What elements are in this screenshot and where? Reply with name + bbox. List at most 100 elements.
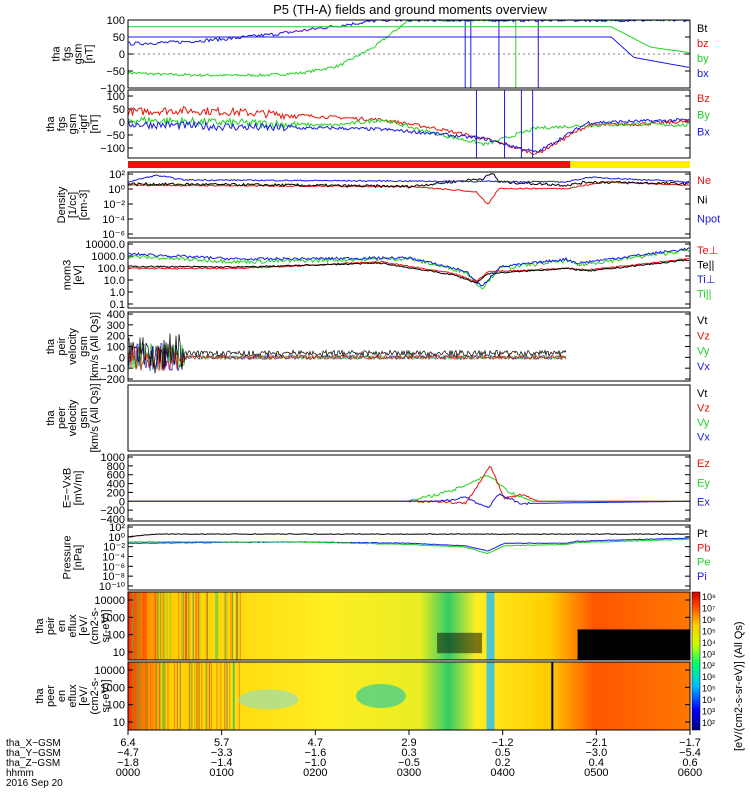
temp-Ti-perp-line [127,247,690,287]
fgsi-ylabel-line: [nT] [89,115,101,134]
colorbar-label-text: [eV/(cm2-s-sr-eV)] (All Qs) [733,621,745,751]
temp-tick-label: 1.0 [110,287,125,299]
temp-legend-Te||: Te|| [697,260,714,272]
pres-tick-label: 10⁻⁶ [102,561,125,573]
mode-bar-yellow [570,161,690,168]
specE-ylabel-line: [eV/ [78,685,90,706]
specE-patch [238,689,299,710]
fgs-tick-label: 50 [113,32,125,44]
x-row-label: tha_Z−GSM [6,758,60,769]
specE-ylabel: tha peer en eflux [eV/(cm2-s-sr-eV)] [34,677,112,715]
pres-Pt-line [128,533,690,538]
temp-Te-perp-line [127,258,689,283]
colorbar-tick-label: 10² [702,718,715,728]
figure-title: P5 (TH-A) fields and ground moments over… [273,2,547,17]
x-value: 6.4 [120,737,135,749]
specI-tick-label: 10 [113,647,125,659]
x-value: −3.0 [585,747,607,759]
vpi-tick-label: 400 [107,309,125,321]
ef-tick-label: 0 [119,496,125,508]
specI-ylabel-line: (cm2-s- [89,607,101,645]
x-value: 0500 [584,767,608,779]
x-value: 0.3 [401,747,416,759]
pres-ylabel-line: Pressure [62,535,74,579]
vpe-legend-Vx: Vx [697,432,710,444]
colorbar-tick-label: 10³ [702,649,715,659]
vpi-Vz-line [127,344,567,372]
x-value: 0300 [397,767,421,779]
specE-ylabel-line: eflux [67,684,79,708]
x-value: 0.4 [589,757,604,769]
temp-frame [127,241,691,309]
x-value: −1.8 [117,757,139,769]
vpi-tick-label: 0 [119,352,125,364]
x-value: −4.7 [117,747,139,759]
fgsi-ylabel-line: tha [45,115,57,131]
temp-legend-Ti⊥: Ti⊥ [697,274,715,286]
specE-tick-label: 10 [113,717,125,729]
temp-tick-label: 10000.0 [85,239,125,251]
x-value: −1.2 [492,737,514,749]
mode-bar-red [128,161,571,168]
date-label: 2016 Sep 20 [6,778,63,789]
vpi-tick-label: 300 [107,320,125,332]
fgs-ylabel-line: [nT] [84,45,96,64]
fgsi-legend-Bz: Bz [697,93,710,105]
vpi-frame [127,311,691,382]
specE-ylabel-line: en [56,690,68,702]
ef-Ex-line [128,493,689,509]
pres-legend-Pb: Pb [697,542,710,554]
x-value: 4.7 [308,737,323,749]
colorbar [691,591,701,731]
pres-ylabel: Pressure [nPa] [62,535,85,579]
fgsi-ylabel: tha fgs gsm -igrf [nT] [45,114,101,135]
specE-blue-band [486,662,495,730]
vpe-ylabel-line: [km/s (All Qs)] [89,383,101,452]
fgs-tick-label: −100 [100,83,125,95]
temp-Ti||-line [127,248,690,290]
specI-ylabel-line: sr-eV)] [100,610,112,643]
ef-tick-label: 600 [107,470,125,482]
fgs-ylabel-line: tha [51,45,63,61]
colorbar-tick-label: 10⁶ [702,672,716,682]
pres-Pe-line [127,538,689,555]
fgsi-ylabel-line: gsm [67,114,79,135]
fgsi-Bx-line [127,118,690,154]
temp-ylabel: mom3 [eV] [62,260,85,291]
specI-dark-patch [437,632,483,654]
fgsi-frame [127,89,691,159]
x-value: 0200 [303,767,327,779]
pres-tick-label: 10⁻² [103,542,125,554]
vpi-legend-Vx: Vx [697,361,710,373]
specI-ylabel-line: [eV/ [78,615,90,636]
vpi-ylabel-line: tha [45,338,57,354]
dens-tick-label: 10² [109,169,125,181]
colorbar-tick-label: 10⁴ [702,695,716,705]
vpi-ylabel-line: velocity [67,328,79,365]
vpe-ylabel-line: tha [45,409,57,425]
pres-legend-Pt: Pt [697,528,707,540]
colorbar-tick-label: 10⁵ [702,626,716,636]
pres-frame [127,524,691,591]
temp-legend-Te⊥: Te⊥ [697,245,718,257]
ef-tick-label: −400 [100,514,125,526]
ef-tick-label: 400 [107,479,125,491]
fgs-by-late [128,26,690,53]
dens-ylabel-line: [cm-3] [78,190,90,221]
fgsi-ylabel-line: fgs [56,116,68,131]
x-value: 0.6 [682,757,697,769]
vpi-ylabel-line: peir [56,337,68,356]
x-value: −1.4 [211,757,233,769]
vpi-tick-label: −100 [100,363,125,375]
pres-tick-label: 10⁰ [108,532,125,544]
specE-patch [355,684,406,708]
vpi-tick-label: 100 [107,342,125,354]
colorbar-tick-label: 10⁶ [702,615,716,625]
vpe-ylabel-line: peer [56,407,68,429]
fgsi-tick-label: 0 [119,117,125,129]
ef-legend-Ex: Ex [697,497,710,509]
vpe-frame [127,384,691,452]
dens-tick-label: 10⁻⁴ [102,214,125,226]
specE-ylabel-line: tha [34,687,46,703]
